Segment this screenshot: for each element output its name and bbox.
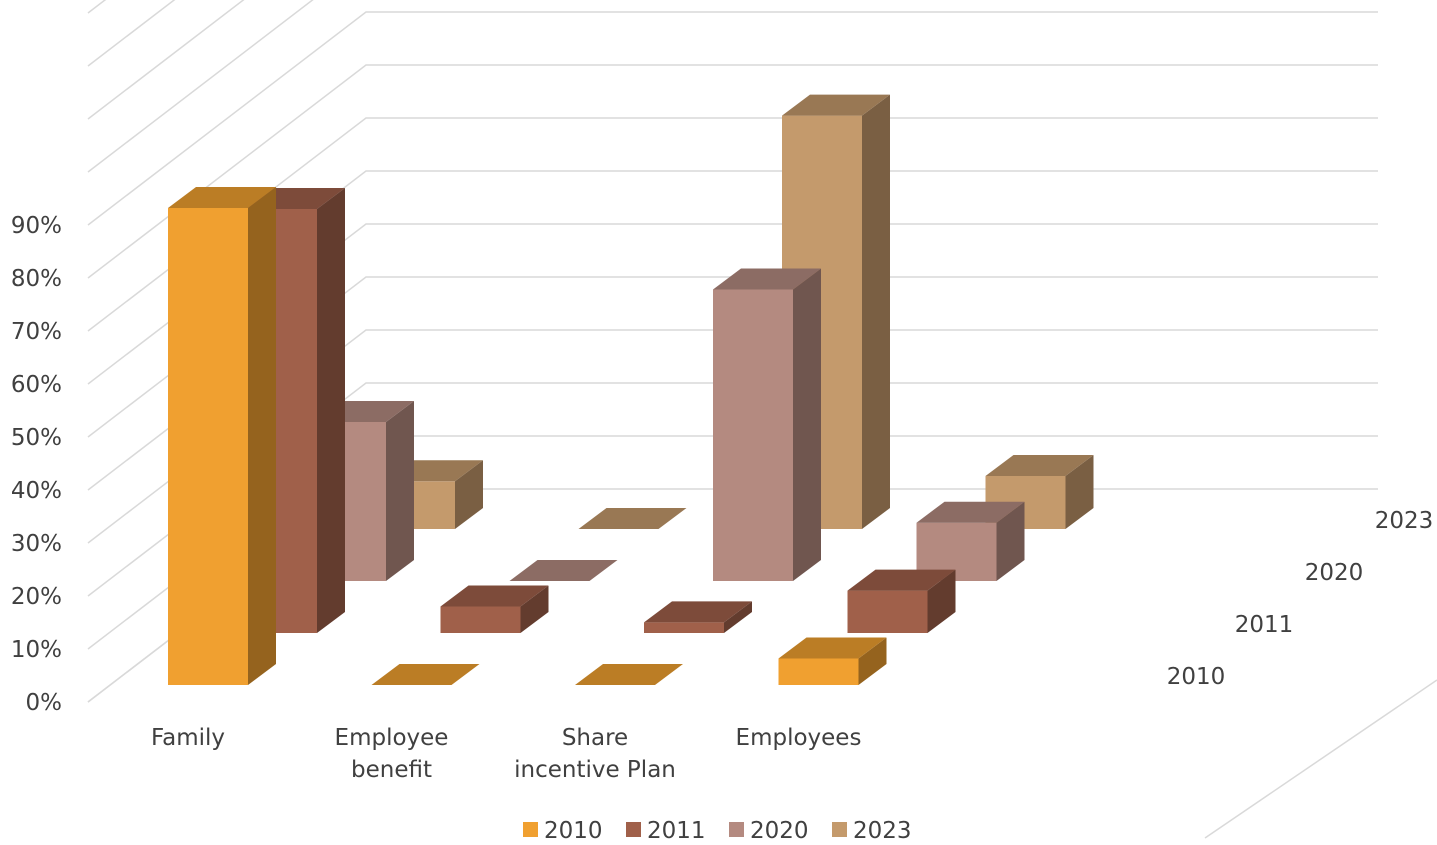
y-tick-label: 50% (11, 425, 62, 451)
bar-top (371, 664, 480, 685)
bar (440, 585, 549, 633)
bar-side (862, 94, 890, 529)
bar-side (248, 187, 276, 685)
bar-side (1065, 455, 1094, 529)
bar (575, 664, 683, 685)
y-axis: 0% 10% 20% 30% 40% 50% 60% 70% 80% 90% (11, 213, 62, 716)
legend-label: 2011 (647, 818, 706, 844)
bar (778, 637, 887, 685)
bar-front (440, 606, 521, 633)
y-tick-label: 90% (11, 213, 62, 239)
legend-label: 2023 (853, 818, 912, 844)
gridline (87, 0, 314, 173)
bar-top (985, 455, 1094, 476)
x-tick-label: Employees (736, 725, 862, 751)
bar-top (644, 601, 752, 623)
bar (916, 501, 1025, 581)
x-axis: Family Employee benefit Share incentive Plan… (151, 725, 861, 783)
bar (509, 560, 618, 581)
bar-top (778, 637, 887, 659)
y-tick-label: 70% (11, 319, 62, 345)
bar-top (916, 501, 1025, 523)
bar-front (713, 289, 793, 581)
bar-side (520, 585, 549, 633)
bar-top (782, 94, 890, 116)
gridline (87, 0, 107, 14)
depth-axis-label: 2020 (1305, 560, 1364, 586)
bar-side (724, 601, 752, 633)
y-tick-label: 40% (11, 478, 62, 504)
bars (168, 94, 1094, 685)
bar-top (713, 268, 821, 290)
bar-front (168, 208, 248, 685)
bar (168, 187, 276, 685)
legend-swatch (832, 822, 847, 837)
y-tick-label: 0% (26, 690, 63, 716)
y-tick-label: 30% (11, 531, 62, 557)
bar-side (996, 501, 1025, 581)
bar-front (644, 622, 724, 633)
x-tick-label: Share incentive Plan (514, 725, 676, 783)
bar (847, 569, 956, 633)
bar-top (168, 187, 276, 208)
bar-side (793, 268, 821, 581)
bar-front (847, 590, 928, 633)
depth-axis-label: 2010 (1167, 664, 1226, 690)
floor-right-edge (1204, 679, 1437, 839)
bar-side (927, 569, 956, 633)
legend-swatch (729, 822, 744, 837)
gridline (87, 0, 176, 67)
legend-swatch (626, 822, 641, 837)
y-tick-label: 10% (11, 637, 62, 663)
bar-top (578, 508, 687, 529)
bar-side (858, 637, 887, 685)
y-tick-label: 80% (11, 266, 62, 292)
bar-top (575, 664, 683, 685)
depth-axis-label: 2011 (1235, 612, 1294, 638)
legend-label: 2010 (544, 818, 603, 844)
legend-label: 2020 (750, 818, 809, 844)
depth-axis-label: 2023 (1375, 508, 1434, 534)
gridline (87, 11, 1378, 226)
x-tick-label: Employee benefit (335, 725, 449, 783)
bar (644, 601, 752, 633)
bar (578, 508, 687, 529)
gridline (87, 0, 245, 120)
y-tick-label: 60% (11, 372, 62, 398)
bar (371, 664, 480, 685)
bar-side (386, 401, 414, 581)
legend-swatch (523, 822, 538, 837)
depth-axis: 2010 2011 2020 2023 (1167, 508, 1434, 690)
bar-side (317, 188, 345, 633)
bar (713, 268, 821, 581)
bar-top (509, 560, 618, 581)
x-tick-label: Family (151, 725, 225, 751)
bar-top (440, 585, 549, 607)
y-tick-label: 20% (11, 584, 62, 610)
bar-side (455, 460, 483, 529)
bar-front (778, 658, 859, 685)
bar-top (847, 569, 956, 591)
legend: 2010 2011 2020 2023 (523, 818, 912, 844)
